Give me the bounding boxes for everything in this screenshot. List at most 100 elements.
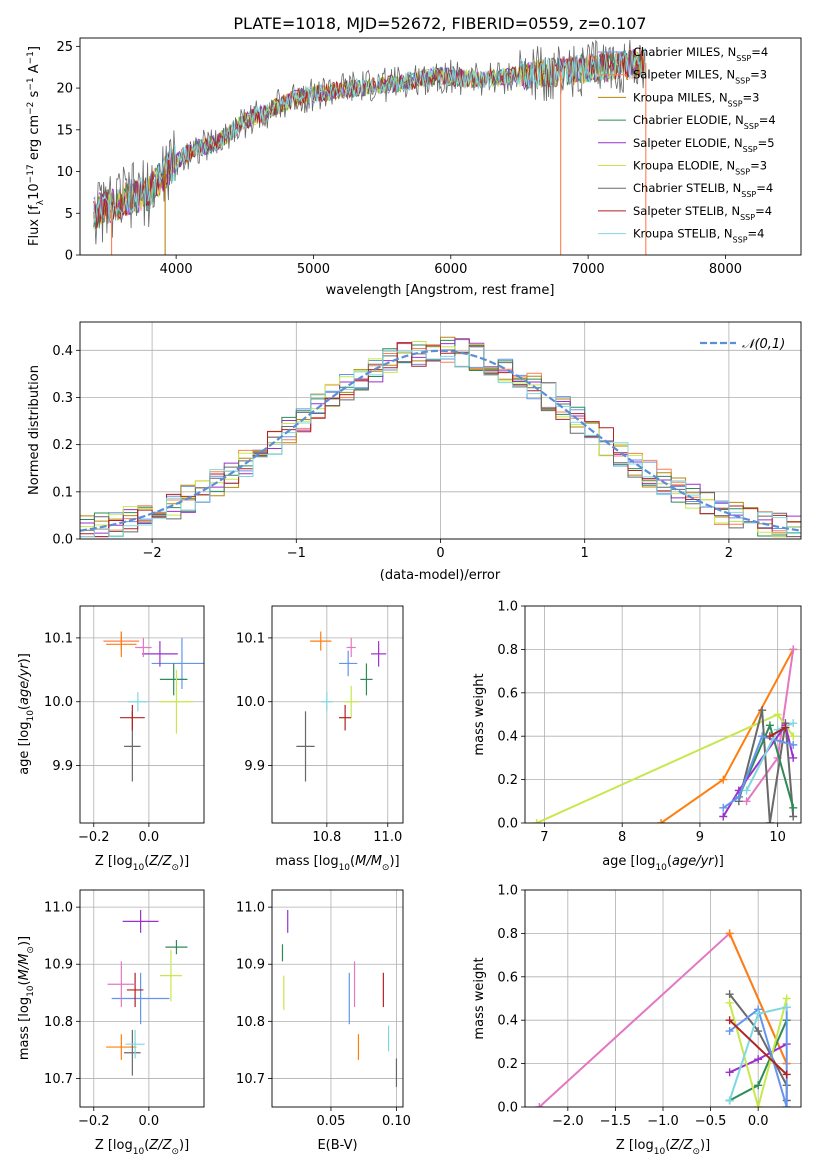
chart-mass-vs-EBV: 0.05 0.10 10.7 10.8 10.9 11.0 E(B-V) xyxy=(236,889,411,1153)
axes-frame xyxy=(79,37,802,256)
x-tick-label: 0.0 xyxy=(139,1114,160,1129)
y-tick-label: 10.0 xyxy=(236,695,265,710)
weight-marker xyxy=(742,797,751,806)
y-tick-label: 10.1 xyxy=(236,631,265,646)
y-tick-label: 9.9 xyxy=(52,759,73,774)
y-tick-label: 0.8 xyxy=(497,927,518,942)
y-tick-label: 15 xyxy=(56,123,73,138)
legend-label: Salpeter STELIB, NSSP=4 xyxy=(633,204,772,222)
y-tick-label: 0.0 xyxy=(497,1101,518,1116)
histogram-step xyxy=(80,344,801,538)
y-axis-label: Flux [fλ10−17 erg cm−2 s−1 A−1] xyxy=(26,46,46,246)
x-tick-label: 8 xyxy=(618,830,626,845)
x-tick-label: 2 xyxy=(725,546,733,561)
weight-marker xyxy=(719,803,728,812)
spectrum-line xyxy=(93,50,646,224)
x-tick-label: −1.5 xyxy=(600,1114,632,1129)
weight-marker xyxy=(532,819,541,823)
y-axis-label: age [log10(age/yr)] xyxy=(17,653,36,775)
plot-area xyxy=(535,929,791,1107)
axes-frame xyxy=(271,889,404,1108)
axes-frame xyxy=(79,605,205,824)
x-axis-label: age [log10(age/yr)] xyxy=(602,854,724,873)
weight-marker xyxy=(754,1027,763,1036)
y-tick-label: 0.2 xyxy=(497,1057,518,1072)
chart-weight-vs-Z: −2.0 −1.5 −1.0 −0.5 0.0 0.0 0.2 0.4 0.6 0.8 1.0 Z [… xyxy=(472,884,802,1157)
weight-marker xyxy=(789,803,798,812)
weight-marker xyxy=(789,732,798,741)
weight-marker xyxy=(789,645,798,654)
x-tick-label: −1.0 xyxy=(647,1114,679,1129)
legend-label: Salpeter MILES, NSSP=3 xyxy=(633,68,767,86)
chart-spectrum: 4000 5000 6000 7000 8000 0 5 10 15 20 25 Chabrier M… xyxy=(26,37,802,298)
weight-marker xyxy=(781,723,790,732)
y-tick-label: 0.0 xyxy=(497,817,518,832)
legend-label: Kroupa MILES, NSSP=3 xyxy=(633,90,759,108)
weight-marker xyxy=(782,994,791,1003)
x-axis-label: Z [log10(Z/Z⊙)] xyxy=(95,854,189,873)
x-tick-label: 0.0 xyxy=(748,1114,769,1129)
x-tick-label: 11.0 xyxy=(373,830,402,845)
x-tick-label: 1 xyxy=(581,546,589,561)
y-tick-label: 0.3 xyxy=(52,391,73,406)
x-tick-label: 6000 xyxy=(434,262,467,277)
weight-marker xyxy=(758,706,767,715)
y-tick-label: 0.6 xyxy=(497,686,518,701)
axes-frame xyxy=(79,889,205,1108)
x-tick-label: 10 xyxy=(769,830,786,845)
y-tick-label: 11.0 xyxy=(44,901,73,916)
legend-label: 𝒩(0,1) xyxy=(742,337,785,352)
y-tick-label: 10.0 xyxy=(44,695,73,710)
x-tick-label: 0.0 xyxy=(139,830,160,845)
weight-line xyxy=(722,734,794,809)
y-tick-label: 0 xyxy=(65,249,73,264)
histogram-step xyxy=(80,342,801,538)
weight-marker xyxy=(782,1003,791,1012)
x-tick-label: −0.5 xyxy=(695,1114,727,1129)
y-tick-label: 25 xyxy=(56,40,73,55)
x-tick-label: 9 xyxy=(696,830,704,845)
chart-mass-vs-Z: −0.2 0.0 10.7 10.8 10.9 11.0 Z [log10(Z/Z⊙)] ma… xyxy=(17,889,205,1157)
x-axis-label: (data-model)/error xyxy=(380,568,501,583)
x-tick-label: 0.05 xyxy=(316,1114,345,1129)
legend-label: Chabrier ELODIE, NSSP=4 xyxy=(633,113,776,131)
weight-marker xyxy=(725,1016,734,1025)
y-tick-label: 0.1 xyxy=(52,485,73,500)
weight-marker xyxy=(725,998,734,1007)
weight-marker xyxy=(765,732,774,741)
weight-line xyxy=(728,1007,788,1107)
weight-marker xyxy=(754,1103,763,1107)
y-tick-label: 0.4 xyxy=(52,344,73,359)
weight-marker xyxy=(789,740,798,749)
plot-area xyxy=(532,645,798,823)
weight-marker xyxy=(719,812,728,821)
plot-area xyxy=(103,631,204,782)
histogram-step xyxy=(80,346,801,538)
weight-marker xyxy=(657,819,666,823)
weight-line xyxy=(737,709,795,823)
weight-marker xyxy=(754,1081,763,1090)
y-tick-label: 0.4 xyxy=(497,1014,518,1029)
plot-area xyxy=(281,909,398,1088)
weight-marker xyxy=(535,1103,544,1107)
weight-line xyxy=(728,998,788,1107)
weight-line xyxy=(728,1019,788,1076)
y-tick-label: 0.6 xyxy=(497,970,518,985)
plot-area xyxy=(93,39,647,255)
y-tick-label: 1.0 xyxy=(497,884,518,899)
x-axis-label: Z [log10(Z/Z⊙)] xyxy=(616,1138,710,1157)
weight-marker xyxy=(725,1068,734,1077)
weight-marker xyxy=(725,1096,734,1105)
legend-label: Salpeter ELODIE, NSSP=5 xyxy=(633,136,775,154)
weight-marker xyxy=(754,1055,763,1064)
x-tick-label: −2 xyxy=(143,546,162,561)
y-tick-label: 0.8 xyxy=(497,643,518,658)
weight-marker xyxy=(765,819,774,823)
y-tick-label: 10.9 xyxy=(236,958,265,973)
y-tick-label: 10.8 xyxy=(236,1015,265,1030)
weight-line xyxy=(769,726,786,738)
x-axis-label: Z [log10(Z/Z⊙)] xyxy=(95,1138,189,1157)
y-tick-label: 0.2 xyxy=(52,438,73,453)
